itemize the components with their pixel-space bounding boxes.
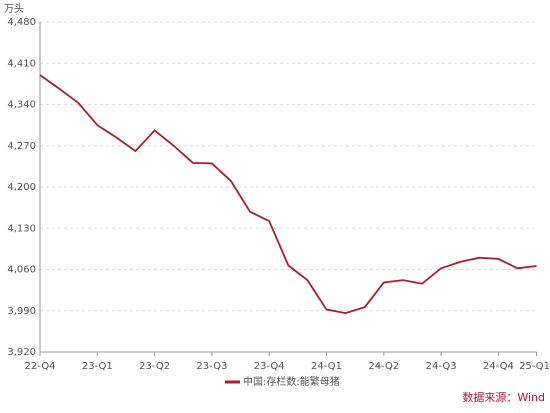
y-tick-label: 4,270	[7, 141, 36, 152]
y-tick-label: 4,340	[7, 100, 36, 111]
source: 数据来源：Wind	[462, 390, 545, 404]
x-tick-label: 24-Q3	[426, 361, 457, 372]
x-tick-label: 24-Q1	[311, 361, 342, 372]
line-series	[39, 74, 537, 315]
x-tick-label: 23-Q4	[254, 361, 285, 372]
y-tick-label: 4,130	[7, 223, 36, 234]
x-tick-label: 24-Q2	[368, 361, 399, 372]
unit-label: 万头	[4, 3, 24, 15]
x-tick-label: 24-Q4	[483, 361, 514, 372]
y-tick-label: 4,060	[7, 265, 36, 276]
y-tick-label: 4,480	[7, 17, 36, 28]
y-tick-label: 3,920	[7, 347, 36, 358]
x-tick-label: 23-Q3	[196, 361, 227, 372]
x-tick-label: 23-Q1	[82, 361, 113, 372]
x-tick-label: 25-Q1	[519, 361, 550, 372]
legend-label: 中国:存栏数:能繁母猪	[243, 375, 340, 388]
y-tick-label: 4,410	[7, 58, 36, 69]
y-tick-label: 3,990	[7, 306, 36, 317]
x-tick-label: 23-Q2	[139, 361, 170, 372]
y-tick-label: 4,200	[7, 182, 36, 193]
x-tick-label: 22-Q4	[25, 361, 56, 372]
